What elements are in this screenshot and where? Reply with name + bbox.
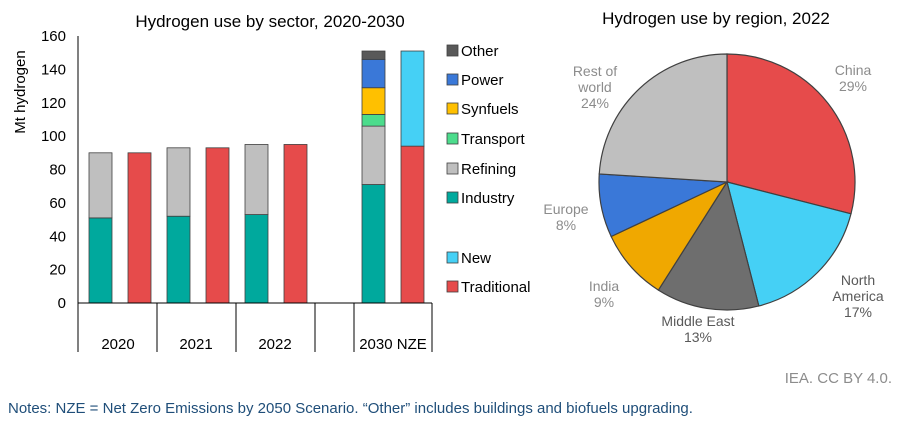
legend-swatch-new <box>446 251 459 264</box>
legend-swatch-industry <box>446 191 459 204</box>
legend-label-other: Other <box>461 43 499 60</box>
bar-segment-industry <box>88 217 113 304</box>
pie-label-middle-east: Middle East 13% <box>661 313 734 345</box>
pie-chart: China 29% North America 17% Middle East 13% Ind… <box>543 53 884 345</box>
x-tick-label: 2030 NZE <box>359 336 427 353</box>
bar-segment-industry <box>361 184 386 304</box>
y-axis-label: Mt hydrogen <box>12 50 29 133</box>
x-tick-label: 2022 <box>258 336 291 353</box>
pie-slice-rest-of-world <box>598 53 728 183</box>
credit-text: IEA. CC BY 4.0. <box>784 370 892 387</box>
bar-chart-legend: Other Power Synfuels Transport Refining Indus… <box>446 43 530 296</box>
y-tick-label: 160 <box>41 28 66 45</box>
y-tick-label: 60 <box>49 195 66 212</box>
legend-label-new: New <box>461 250 491 267</box>
x-tick-label: 2021 <box>179 336 212 353</box>
bar-segment-refining <box>88 152 113 219</box>
legend-swatch-power <box>446 73 459 86</box>
bar-chart: 0 20 40 60 80 100 120 140 160 2020 2021 2022 2030 NZ… <box>41 28 433 353</box>
pie-slice-middle-east <box>657 180 760 311</box>
pie-chart-title: Hydrogen use by region, 2022 <box>602 9 830 28</box>
legend-label-synfuels: Synfuels <box>461 101 519 118</box>
bar-chart-title: Hydrogen use by sector, 2020-2030 <box>135 12 404 31</box>
pie-label-rest-of-world: Rest of world 24% <box>573 63 617 111</box>
bar-segment-traditional <box>400 145 425 304</box>
y-tick-label: 0 <box>58 295 66 312</box>
bar-segment-transport <box>361 114 386 127</box>
bar-segment-synfuels <box>361 87 386 115</box>
legend-swatch-traditional <box>446 280 459 293</box>
legend-swatch-other <box>446 44 459 57</box>
y-tick-label: 40 <box>49 228 66 245</box>
legend-label-power: Power <box>461 72 504 89</box>
y-tick-label: 20 <box>49 262 66 279</box>
y-tick-label: 80 <box>49 162 66 179</box>
pie-label-north-america: North America 17% <box>832 272 884 320</box>
legend-label-industry: Industry <box>461 190 515 207</box>
legend-swatch-refining <box>446 162 459 175</box>
bar-segment-industry <box>166 215 191 304</box>
pie-slice-north-america <box>726 181 852 307</box>
bar-segment-refining <box>244 144 269 215</box>
pie-slice-china <box>726 53 856 215</box>
legend-swatch-synfuels <box>446 102 459 115</box>
bar-segment-traditional <box>205 147 230 304</box>
bar-segment-power <box>361 58 386 89</box>
bar-segment-refining <box>361 125 386 185</box>
bar-segment-refining <box>166 147 191 217</box>
legend-label-transport: Transport <box>461 131 525 148</box>
legend-label-refining: Refining <box>461 161 516 178</box>
y-tick-label: 120 <box>41 95 66 112</box>
footnote-text: Notes: NZE = Net Zero Emissions by 2050 … <box>8 400 693 417</box>
bar-segment-other <box>361 50 386 60</box>
pie-label-europe: Europe 8% <box>543 201 588 233</box>
legend-label-traditional: Traditional <box>461 279 530 296</box>
bar-segment-traditional <box>283 144 308 304</box>
legend-swatch-transport <box>446 132 459 145</box>
x-tick-label: 2020 <box>101 336 134 353</box>
bar-segment-traditional <box>127 152 152 304</box>
pie-label-china: China 29% <box>835 62 872 94</box>
y-tick-label: 140 <box>41 61 66 78</box>
pie-label-india: India 9% <box>589 278 620 310</box>
y-tick-label: 100 <box>41 128 66 145</box>
bar-segment-new <box>400 50 425 147</box>
bar-segment-industry <box>244 214 269 304</box>
